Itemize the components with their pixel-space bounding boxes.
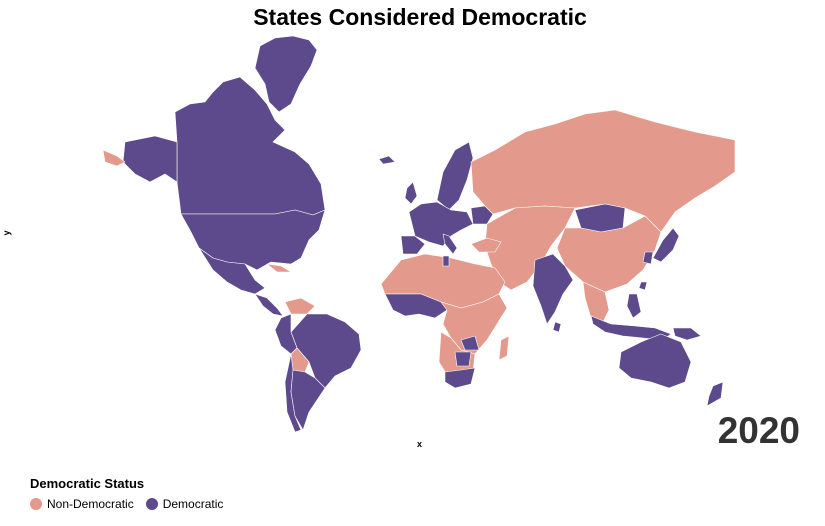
- y-axis-label: y: [1, 230, 12, 236]
- map-region-tunisia: [442, 255, 450, 267]
- map-region-papua-new-guinea: [672, 327, 702, 341]
- legend-label-democratic: Democratic: [162, 497, 224, 511]
- map-region-taiwan: [638, 281, 648, 291]
- map-region-namibia-botswana: [454, 351, 472, 367]
- world-map: [102, 35, 736, 433]
- world-map-regions: [102, 35, 736, 433]
- non-democratic-swatch-icon: [30, 498, 42, 510]
- year-label: 2020: [717, 410, 800, 451]
- map-region-mexico: [198, 247, 266, 295]
- map-region-south-korea: [642, 251, 654, 265]
- map-region-venezuela: [284, 297, 316, 315]
- map-region-italy: [442, 233, 458, 255]
- map-region-canada: [174, 76, 326, 216]
- x-axis-label: x: [417, 439, 423, 449]
- map-region-russia: [470, 109, 736, 233]
- map-region-great-britain: [404, 181, 418, 205]
- map-region-scandinavia: [436, 141, 474, 211]
- map-region-mongolia: [574, 203, 626, 233]
- map-region-sri-lanka: [552, 321, 562, 333]
- map-region-cuba: [266, 263, 292, 273]
- map-region-argentina: [290, 369, 326, 431]
- map-region-central-east-africa: [440, 293, 508, 355]
- map-region-australia: [618, 333, 692, 389]
- democratic-swatch-icon: [145, 498, 158, 510]
- map-region-western-europe: [408, 201, 474, 247]
- map-region-philippines: [626, 293, 642, 319]
- map-region-iberia: [400, 235, 426, 255]
- chart-title: States Considered Democratic: [253, 4, 587, 30]
- legend: Democratic Status Non-Democratic Democra…: [30, 476, 235, 511]
- legend-item-non-democratic: Non-Democratic: [30, 497, 134, 511]
- map-region-chukotka: [102, 149, 126, 167]
- map-region-united-states: [180, 209, 326, 271]
- map-region-alaska: [122, 135, 178, 183]
- legend-label-non-democratic: Non-Democratic: [47, 497, 134, 511]
- map-region-japan: [652, 227, 680, 263]
- map-region-greenland: [254, 35, 318, 113]
- map-region-zambia-malawi: [460, 335, 480, 351]
- legend-title: Democratic Status: [30, 476, 145, 491]
- map-region-ukraine: [470, 205, 494, 225]
- map-region-madagascar: [498, 335, 510, 361]
- map-region-iceland: [378, 155, 396, 165]
- map-region-central-america: [254, 293, 284, 317]
- map-region-south-africa: [444, 367, 476, 389]
- map-region-india: [532, 253, 574, 325]
- legend-item-democratic: Democratic: [145, 497, 224, 511]
- map-region-new-zealand: [706, 381, 724, 407]
- map-region-turkey: [470, 237, 502, 253]
- map-region-west-african-democracies: [384, 293, 448, 319]
